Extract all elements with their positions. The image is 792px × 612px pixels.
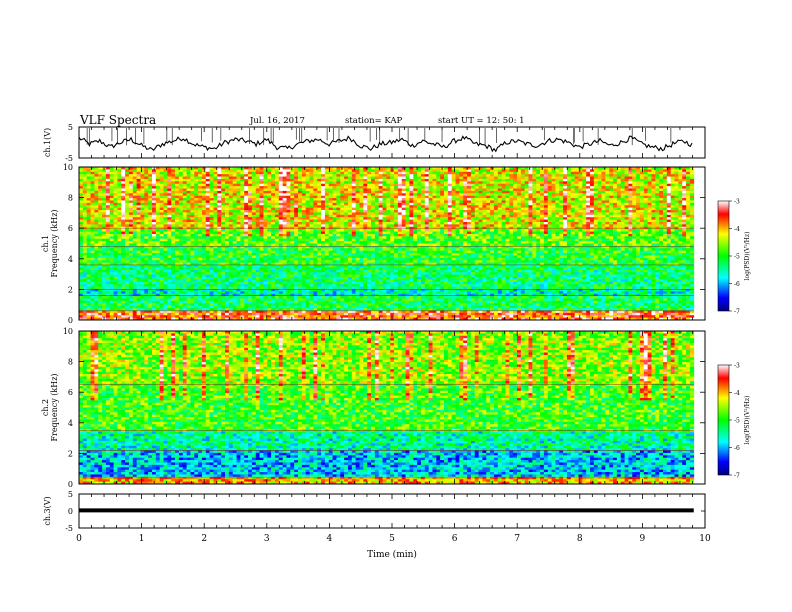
ch1-spectrogram-colorbar-tick-label: -4: [734, 226, 740, 233]
ch1-spectrogram-y-tick-label: 6: [68, 224, 73, 233]
ch3-waveform-y-tick-label: 0: [68, 507, 73, 516]
x-tick-label: 6: [452, 534, 458, 544]
ch1-spectrogram-heatmap: [79, 167, 694, 320]
ch2-spectrogram-colorbar-tick-label: -3: [734, 363, 740, 370]
ch2-spectrogram-y-tick-label: 0: [68, 480, 73, 489]
ch1-spectrogram-colorbar-tick-label: -7: [734, 309, 740, 316]
ch2-spectrogram-heatmap: [79, 331, 694, 484]
ch1-spectrogram-colorbar: [718, 201, 729, 311]
ch3-waveform-y-tick-label: 5: [68, 490, 73, 499]
ch1-spectrogram-y-tick-label: 0: [68, 316, 73, 325]
x-tick-label: 5: [389, 534, 395, 544]
ch2-spectrogram-y-tick-label: 2: [68, 449, 73, 458]
ch1-spectrogram-y-tick-label: 4: [68, 255, 73, 264]
x-tick-label: 7: [514, 534, 520, 544]
ch1-waveform-y-tick-label: -5: [65, 154, 73, 163]
ch2-spectrogram-colorbar: [718, 365, 729, 475]
x-tick-label: 3: [264, 534, 270, 544]
x-axis-label: Time (min): [367, 549, 417, 560]
ch2-spectrogram-ylabel-frequency: Frequency (kHz): [50, 373, 59, 441]
ch1-spectrogram-y-tick-label: 2: [68, 285, 73, 294]
ch2-spectrogram-y-tick-label: 4: [68, 419, 73, 428]
ch1-spectrogram-ylabel-frequency: Frequency (kHz): [50, 209, 59, 277]
ch1-spectrogram-ylabel-channel: ch.1: [41, 235, 50, 252]
ch1-spectrogram-colorbar-label: log(PSD)(V²/Hz): [744, 232, 751, 281]
ch1-spectrogram-colorbar-tick-label: -3: [734, 199, 740, 206]
ch1-spectrogram-colorbar-tick-label: -6: [734, 281, 740, 288]
ch1-waveform-ylabel: ch.1(V): [43, 128, 52, 157]
ch1-spectrogram-colorbar-tick-label: -5: [734, 254, 740, 261]
ch2-spectrogram-colorbar-tick-label: -7: [734, 473, 740, 480]
ch1-spectrogram-y-tick-label: 8: [68, 194, 73, 203]
ch2-spectrogram-y-tick-label: 10: [63, 327, 73, 336]
ch2-spectrogram-colorbar-tick-label: -6: [734, 445, 740, 452]
ch1-spectrogram-y-tick-label: 10: [63, 163, 73, 172]
x-tick-label: 0: [76, 534, 82, 544]
x-tick-label: 9: [640, 534, 646, 544]
ch3-waveform-ylabel: ch.3(V): [43, 496, 52, 525]
x-tick-label: 4: [327, 534, 333, 544]
ch1-waveform-y-tick-label: 5: [68, 123, 73, 132]
x-tick-label: 8: [577, 534, 583, 544]
ch2-spectrogram-colorbar-tick-label: -5: [734, 418, 740, 425]
ch2-spectrogram-y-tick-label: 6: [68, 388, 73, 397]
ch2-spectrogram-colorbar-tick-label: -4: [734, 390, 740, 397]
x-tick-label: 10: [699, 534, 711, 544]
x-tick-label: 2: [201, 534, 207, 544]
ch3-waveform-y-tick-label: -5: [65, 524, 73, 533]
ch2-spectrogram-y-tick-label: 8: [68, 358, 73, 367]
ch2-spectrogram-colorbar-label: log(PSD)(V²/Hz): [744, 396, 751, 445]
x-tick-label: 1: [139, 534, 145, 544]
ch2-spectrogram-ylabel-channel: ch.2: [41, 399, 50, 416]
